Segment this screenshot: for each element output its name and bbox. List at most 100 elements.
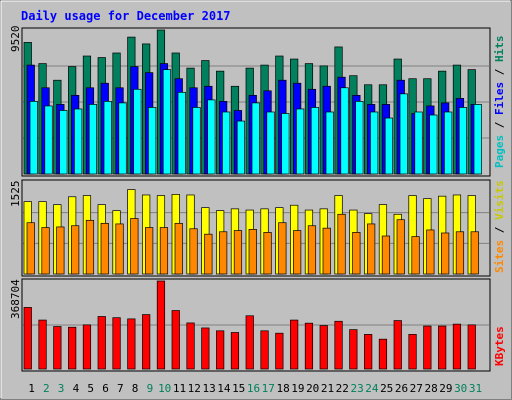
bar-kbytes-day-29 xyxy=(438,325,447,370)
legend-kbytes: KBytes xyxy=(493,326,506,366)
legend-sites: Sites xyxy=(493,240,506,273)
bar-sites-day-12 xyxy=(189,228,198,275)
day-label-25: 25 xyxy=(380,382,393,395)
bar-pages-day-9 xyxy=(148,107,157,175)
bar-kbytes-day-28 xyxy=(423,325,432,370)
bar-kbytes-day-17 xyxy=(260,330,269,370)
bar-sites-day-18 xyxy=(278,222,287,275)
day-label-19: 19 xyxy=(291,382,304,395)
bar-kbytes-day-9 xyxy=(142,314,151,370)
day-label-29: 29 xyxy=(439,382,452,395)
bar-sites-day-13 xyxy=(204,233,213,275)
bar-kbytes-day-4 xyxy=(68,326,77,370)
bar-sites-day-30 xyxy=(455,231,465,275)
bar-kbytes-day-1 xyxy=(23,307,32,370)
legend-visits: Visits xyxy=(493,180,506,220)
day-label-7: 7 xyxy=(117,382,124,395)
day-label-11: 11 xyxy=(173,382,186,395)
day-label-21: 21 xyxy=(321,382,334,395)
bar-kbytes-day-8 xyxy=(127,318,136,370)
bar-kbytes-day-6 xyxy=(97,316,106,370)
bar-sites-day-6 xyxy=(100,222,109,275)
legend-pages: Pages xyxy=(493,135,506,168)
bar-pages-day-8 xyxy=(133,88,142,175)
bar-sites-day-7 xyxy=(115,223,124,275)
legend-files: Files xyxy=(493,82,506,115)
bar-pages-day-17 xyxy=(266,111,275,175)
day-label-10: 10 xyxy=(158,382,171,395)
bar-kbytes-day-10 xyxy=(156,280,166,370)
bar-kbytes-day-23 xyxy=(349,329,358,370)
day-label-5: 5 xyxy=(87,382,94,395)
bar-sites-day-17 xyxy=(263,232,272,275)
bar-kbytes-day-31 xyxy=(467,324,476,370)
bar-kbytes-day-12 xyxy=(186,322,195,370)
bar-pages-day-24 xyxy=(370,111,379,175)
day-label-2: 2 xyxy=(43,382,50,395)
bar-pages-day-14 xyxy=(222,111,231,175)
bar-kbytes-day-13 xyxy=(201,327,210,370)
day-label-9: 9 xyxy=(147,382,154,395)
bar-pages-day-31 xyxy=(473,104,482,175)
bar-pages-day-7 xyxy=(118,102,127,175)
bar-pages-day-2 xyxy=(44,105,53,175)
bar-sites-day-8 xyxy=(130,218,139,275)
legend-sep-2: / xyxy=(493,62,506,75)
bar-sites-day-28 xyxy=(426,229,435,275)
bar-sites-day-11 xyxy=(174,222,183,275)
bar-pages-day-6 xyxy=(103,101,112,175)
bar-sites-day-9 xyxy=(145,227,154,275)
bar-pages-day-22 xyxy=(340,87,349,175)
bar-pages-day-27 xyxy=(414,111,423,175)
day-label-13: 13 xyxy=(202,382,215,395)
day-label-28: 28 xyxy=(424,382,437,395)
bar-pages-day-26 xyxy=(399,93,408,175)
bar-sites-day-1 xyxy=(26,222,35,275)
bar-kbytes-day-21 xyxy=(319,325,328,370)
bar-kbytes-day-3 xyxy=(53,326,62,370)
bar-sites-day-16 xyxy=(248,229,257,275)
day-label-26: 26 xyxy=(395,382,408,395)
bar-kbytes-day-24 xyxy=(364,334,373,370)
day-label-30: 30 xyxy=(454,382,467,395)
legend-sep-1: / xyxy=(493,115,506,128)
bar-pages-day-4 xyxy=(74,108,83,175)
bar-sites-day-20 xyxy=(307,225,317,275)
day-label-24: 24 xyxy=(365,382,379,395)
bar-kbytes-day-11 xyxy=(171,310,180,370)
bar-kbytes-day-7 xyxy=(112,317,121,370)
legend-hits: Hits xyxy=(493,36,506,63)
bar-sites-day-24 xyxy=(367,223,376,275)
bar-pages-day-15 xyxy=(236,120,246,175)
chart-title: Daily usage for December 2017 xyxy=(21,9,231,23)
bar-pages-day-28 xyxy=(429,114,438,175)
bar-pages-day-29 xyxy=(444,111,453,175)
bar-pages-day-3 xyxy=(59,110,68,175)
hits-legend: Pages / Files / Hits xyxy=(493,36,506,169)
bar-kbytes-day-25 xyxy=(378,338,388,370)
bar-sites-day-14 xyxy=(219,231,228,275)
bar-kbytes-day-20 xyxy=(304,322,314,370)
bar-pages-day-10 xyxy=(162,69,172,175)
bar-kbytes-day-14 xyxy=(216,330,225,370)
bar-pages-day-25 xyxy=(384,117,394,175)
bar-sites-day-2 xyxy=(41,227,50,275)
day-label-6: 6 xyxy=(102,382,109,395)
bar-kbytes-day-19 xyxy=(290,319,299,370)
bar-pages-day-23 xyxy=(355,101,364,175)
kbytes-max-tick-label: 368704 xyxy=(9,279,22,319)
bar-sites-day-29 xyxy=(441,232,450,275)
bar-pages-day-5 xyxy=(88,104,98,175)
day-label-1: 1 xyxy=(28,382,35,395)
day-label-31: 31 xyxy=(469,382,482,395)
bar-kbytes-day-15 xyxy=(230,332,240,370)
bar-sites-day-21 xyxy=(322,227,331,275)
day-label-20: 20 xyxy=(306,382,319,395)
day-labels: 1 2 3 4 5 6 7 8 9 10 11 12 13 14 15 16 17 18 19 20 21 22 23 24 2… xyxy=(28,382,482,395)
day-label-16: 16 xyxy=(247,382,260,395)
bar-pages-day-13 xyxy=(207,99,216,175)
bar-sites-day-31 xyxy=(470,231,479,275)
bar-kbytes-day-5 xyxy=(82,324,92,370)
visits-max-tick-label: 1525 xyxy=(9,181,22,208)
